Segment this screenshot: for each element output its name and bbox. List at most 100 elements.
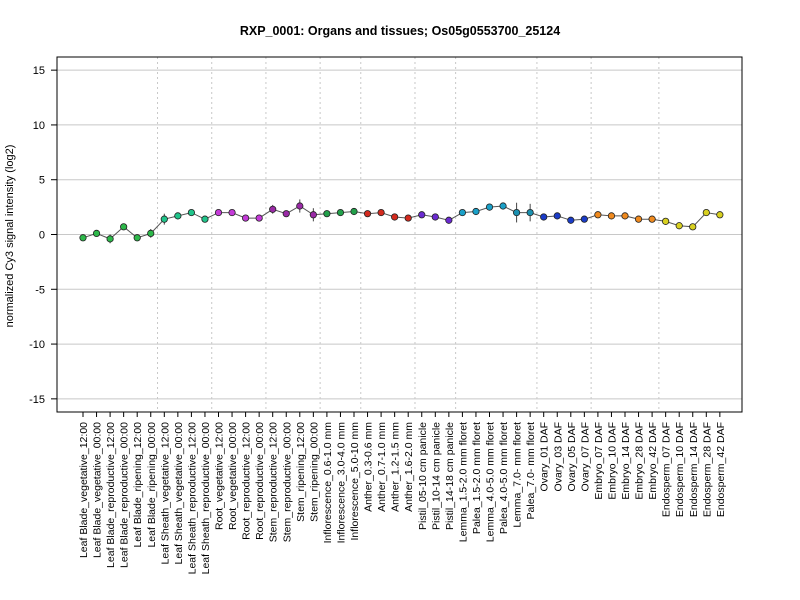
x-tick-label: Leaf Sheath_reproductive_12:00 (186, 422, 198, 575)
x-tick-label: Embryo_14 DAF (620, 422, 632, 500)
y-tick-label: 5 (39, 175, 45, 187)
x-tick-label: Leaf Sheath_vegetative_12:00 (159, 422, 171, 565)
x-tick-label: Endosperm_42 DAF (715, 422, 727, 517)
x-tick-label: Embryo_28 DAF (634, 422, 646, 500)
x-tick-label: Endosperm_07 DAF (661, 422, 673, 517)
data-point (201, 215, 209, 223)
y-tick-label: 10 (33, 120, 45, 132)
group-separators (157, 57, 660, 412)
data-point (648, 215, 656, 223)
data-point (255, 214, 263, 222)
x-tick-label: Anther_0.7-1.0 mm (376, 422, 388, 512)
data-point (594, 211, 602, 219)
data-point (621, 212, 629, 220)
data-point (607, 212, 616, 220)
y-tick-label: 15 (33, 65, 45, 77)
data-point (323, 210, 331, 218)
data-point (133, 234, 141, 242)
x-tick-label: Lemma_7.0- mm floret (512, 422, 524, 528)
x-tick-label: Leaf Blade_vegetative_12:00 (78, 422, 90, 558)
data-point (445, 216, 453, 224)
x-tick-label: Root_reproductive_12:00 (241, 422, 253, 540)
x-axis: Leaf Blade_vegetative_12:00 Leaf Blade_ve… (78, 412, 727, 574)
data-point (702, 208, 710, 217)
y-tick-label: -5 (35, 284, 45, 296)
x-tick-label: Leaf Sheath_vegetative_00:00 (173, 422, 185, 565)
series-line (82, 205, 720, 240)
data-point (214, 208, 223, 217)
x-tick-label: Leaf Blade_vegetative_00:00 (92, 422, 104, 558)
x-tick-label: Pistil_05-10 cm panicle (417, 422, 429, 530)
data-point (716, 211, 724, 219)
data-point (187, 208, 195, 217)
x-tick-label: Lemma_1.5-2.0 mm floret (457, 422, 469, 542)
data-point (269, 205, 277, 213)
x-tick-label: Inflorescence_5.0-10 mm (349, 422, 361, 541)
x-tick-label: Stem_reproductive_00:00 (281, 422, 293, 542)
data-point (391, 213, 399, 221)
data-point (228, 208, 236, 217)
chart-title: RXP_0001: Organs and tissues; Os05g05537… (240, 24, 560, 38)
x-tick-label: Lemma_4.0-5.0 mm floret (485, 422, 497, 542)
data-point (540, 213, 548, 221)
x-tick-label: Leaf Sheath_reproductive_00:00 (200, 422, 212, 575)
data-point (363, 210, 372, 218)
data-point (147, 229, 155, 238)
y-axis-label: normalized Cy3 signal intensity (log2) (4, 145, 16, 328)
x-tick-label: Palea_1.5-2.0 mm floret (471, 422, 483, 534)
data-point (499, 202, 507, 210)
data-point (377, 208, 385, 217)
data-point (92, 229, 101, 238)
x-tick-label: Embryo_07 DAF (593, 422, 605, 500)
x-tick-label: Palea_7.0- mm floret (525, 422, 537, 520)
x-tick-label: Palea_4.0-5.0 mm floret (498, 422, 510, 534)
horizontal-gridlines (57, 69, 742, 400)
x-tick-label: Anther_1.2-1.5 mm (390, 422, 402, 512)
y-tick-label: -15 (29, 394, 45, 406)
data-point (458, 208, 466, 217)
data-point (160, 215, 168, 223)
x-tick-label: Endosperm_10 DAF (674, 422, 686, 517)
x-tick-label: Root_reproductive_00:00 (254, 422, 266, 540)
data-point (689, 223, 697, 231)
data-point (567, 216, 575, 224)
x-tick-label: Ovary_05 DAF (566, 422, 578, 491)
x-tick-label: Anther_1.6-2.0 mm (403, 422, 415, 512)
x-tick-label: Ovary_07 DAF (579, 422, 591, 491)
x-tick-label: Endosperm_28 DAF (701, 422, 713, 517)
data-point (242, 214, 250, 222)
x-tick-label: Leaf Blade_reproductive_12:00 (105, 422, 117, 568)
data-point (282, 210, 290, 218)
data-point (418, 211, 426, 219)
data-point (675, 222, 683, 230)
data-point (431, 213, 439, 221)
x-tick-label: Embryo_10 DAF (607, 422, 619, 500)
x-tick-label: Pistil_10-14 cm panicle (430, 422, 442, 530)
data-point (512, 208, 521, 217)
data-point (336, 208, 345, 217)
data-point (485, 203, 494, 211)
x-tick-label: Stem_ripening_00:00 (308, 422, 320, 522)
data-point (553, 212, 561, 220)
x-tick-label: Inflorescence_0.6-1.0 mm (322, 422, 334, 544)
data-point (634, 215, 643, 223)
data-point (296, 202, 304, 210)
x-tick-label: Leaf Blade_ripening_00:00 (146, 422, 158, 548)
x-tick-label: Stem_reproductive_12:00 (268, 422, 280, 542)
data-point (404, 214, 412, 222)
data-point (79, 234, 87, 242)
x-tick-label: Embryo_42 DAF (647, 422, 659, 500)
y-tick-label: -10 (29, 339, 45, 351)
x-tick-label: Anther_0.3-0.6 mm (363, 422, 375, 512)
x-tick-label: Ovary_01 DAF (539, 422, 551, 491)
x-tick-label: Inflorescence_3.0-4.0 mm (335, 422, 347, 544)
data-point (174, 212, 182, 220)
series-layer (79, 199, 724, 244)
x-tick-label: Root_vegetative_00:00 (227, 422, 239, 530)
data-point (662, 217, 670, 225)
data-point (580, 215, 588, 223)
x-tick-label: Pistil_14-18 cm panicle (444, 422, 456, 530)
data-point (526, 208, 534, 217)
plot-frame (56, 56, 743, 413)
